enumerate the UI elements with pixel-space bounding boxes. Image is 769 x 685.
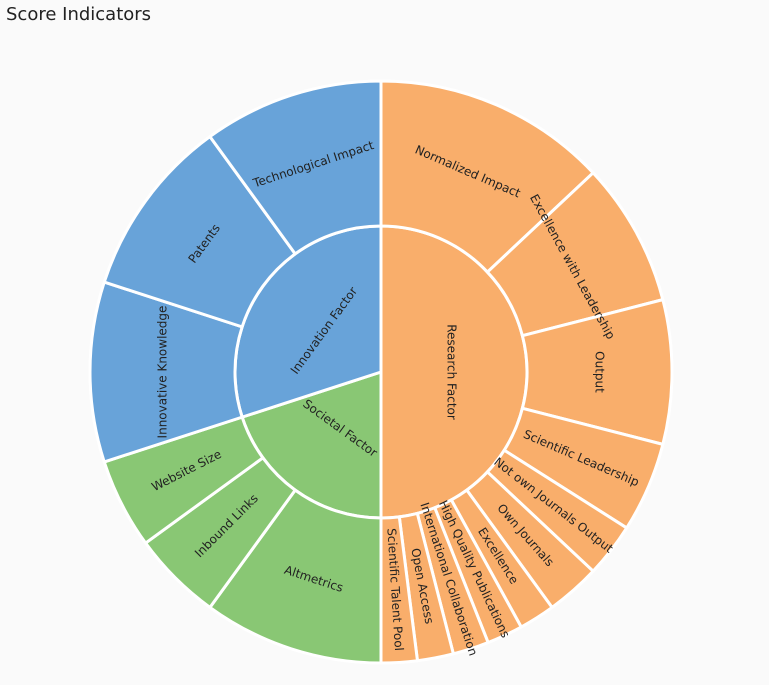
label-research-factor: Research Factor	[445, 324, 459, 420]
label-output: Output	[593, 351, 607, 393]
label-innovative-knowledge: Innovative Knowledge	[156, 306, 170, 439]
sector-technological-impact[interactable]	[208, 79, 383, 256]
sector-normalized-impact[interactable]	[379, 79, 595, 274]
chart-title: Score Indicators	[6, 4, 152, 25]
